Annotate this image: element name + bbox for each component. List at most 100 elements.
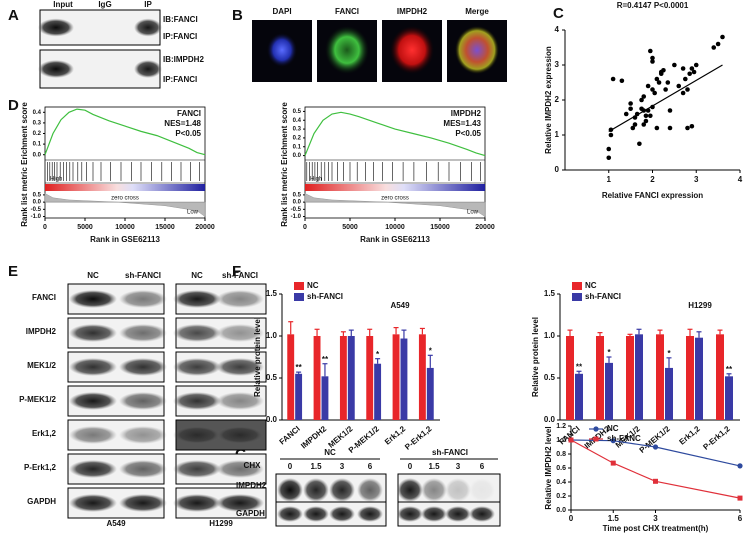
x-tick-label: FANCI xyxy=(278,424,302,446)
y-tick-label: 0.4 xyxy=(556,479,566,486)
blot-band xyxy=(119,460,167,478)
channel-label: DAPI xyxy=(272,7,291,16)
y-tick-label: 0.1 xyxy=(293,144,302,150)
x-axis-label: Rank in GSE62113 xyxy=(360,235,430,244)
blot-band xyxy=(119,392,167,410)
blot-band xyxy=(173,460,221,478)
x-tick-label: 2 xyxy=(650,175,655,184)
blot-band xyxy=(69,290,117,308)
y-tick-label: 0.2 xyxy=(33,131,42,137)
point xyxy=(661,67,666,73)
legend-swatch xyxy=(572,293,582,301)
y-axis-label: Relative protein level xyxy=(253,317,262,397)
bar xyxy=(695,337,703,420)
blot-band xyxy=(329,506,355,522)
point xyxy=(650,87,655,92)
y-tick-label: 0.5 xyxy=(293,109,302,115)
column-label: IP xyxy=(144,0,152,9)
bar xyxy=(656,334,664,420)
blot-band xyxy=(445,506,471,522)
cell xyxy=(455,26,499,74)
blot-band xyxy=(421,478,447,502)
channel-label: Merge xyxy=(465,7,489,16)
legend-marker xyxy=(593,426,599,432)
bar xyxy=(295,373,303,420)
bar xyxy=(287,334,295,420)
y-tick-label: 0.2 xyxy=(293,135,302,141)
point xyxy=(680,90,686,96)
blot-band xyxy=(173,290,221,308)
row-label: IMPDH2 xyxy=(26,327,57,336)
y2-tick-label: 0.0 xyxy=(33,200,42,206)
y2-axis-label: Rank list metric xyxy=(20,167,29,227)
blot-band xyxy=(69,392,117,410)
bar xyxy=(665,367,673,420)
row-label: FANCI xyxy=(32,293,56,302)
blot-band xyxy=(216,324,264,342)
color-bar xyxy=(45,184,205,191)
point xyxy=(667,125,673,131)
legend-swatch xyxy=(294,293,304,301)
y-tick-label: 0.5 xyxy=(544,373,556,382)
marker xyxy=(737,463,743,469)
bar xyxy=(626,336,634,420)
x-tick-label: 10000 xyxy=(115,224,135,231)
x-tick-label: 15000 xyxy=(155,224,175,231)
x-tick-label: P-MEK1/2 xyxy=(638,424,672,455)
row-label: P-Erk1,2 xyxy=(24,463,57,472)
blot-band xyxy=(173,494,221,512)
y-tick-label: 1.0 xyxy=(556,437,566,444)
column-label: Input xyxy=(53,0,73,9)
channel-label: IMPDH2 xyxy=(397,7,428,16)
marker xyxy=(737,495,743,501)
y-tick-label: 0.2 xyxy=(556,493,566,500)
high-label: High xyxy=(310,177,322,183)
row-label: GAPDH xyxy=(27,497,56,506)
y-tick-label: 0.0 xyxy=(556,507,566,514)
significance: ** xyxy=(576,362,583,371)
point xyxy=(711,45,717,50)
significance: * xyxy=(667,349,671,358)
group-label: sh-FANCI xyxy=(432,448,468,457)
legend-label: sh-FANCI xyxy=(307,292,343,301)
point xyxy=(650,55,655,61)
column-label: sh-FANCI xyxy=(125,271,161,280)
point xyxy=(689,123,695,129)
time-label: 1.5 xyxy=(310,462,322,471)
bar xyxy=(635,334,643,420)
point xyxy=(606,155,612,161)
y2-tick-label: -1.0 xyxy=(291,214,302,220)
blot-band xyxy=(397,506,423,522)
time-label: 3 xyxy=(456,462,461,471)
blot-band xyxy=(173,324,221,342)
x-tick-label: 15000 xyxy=(430,224,450,231)
row-label: P-MEK1/2 xyxy=(19,395,56,404)
point xyxy=(623,111,629,117)
x-tick-label: 10000 xyxy=(385,224,405,231)
blot-band xyxy=(119,494,167,512)
bar xyxy=(392,334,400,420)
bar xyxy=(313,336,321,420)
trend-line xyxy=(608,64,723,133)
blot-band xyxy=(69,358,117,376)
point xyxy=(608,132,614,138)
legend-label: NC xyxy=(585,281,597,290)
x-axis-label: Rank in GSE62113 xyxy=(90,235,160,244)
y-tick-label: 2 xyxy=(555,95,560,104)
x-tick-label: 3 xyxy=(694,175,699,184)
row-label: GAPDH xyxy=(236,509,265,518)
significance: ** xyxy=(726,365,733,374)
annotation: IMPDH2 xyxy=(451,109,482,118)
y2-tick-label: 0.0 xyxy=(293,200,302,206)
panel-label: D xyxy=(8,97,19,114)
blot-band xyxy=(216,426,264,444)
bar xyxy=(321,376,329,420)
point xyxy=(689,66,695,71)
column-label: NC xyxy=(191,271,203,280)
y-tick-label: 1.5 xyxy=(266,289,278,298)
channel-label: FANCI xyxy=(335,7,359,16)
point xyxy=(680,66,686,71)
bar xyxy=(725,376,733,420)
blot-band xyxy=(469,478,495,502)
